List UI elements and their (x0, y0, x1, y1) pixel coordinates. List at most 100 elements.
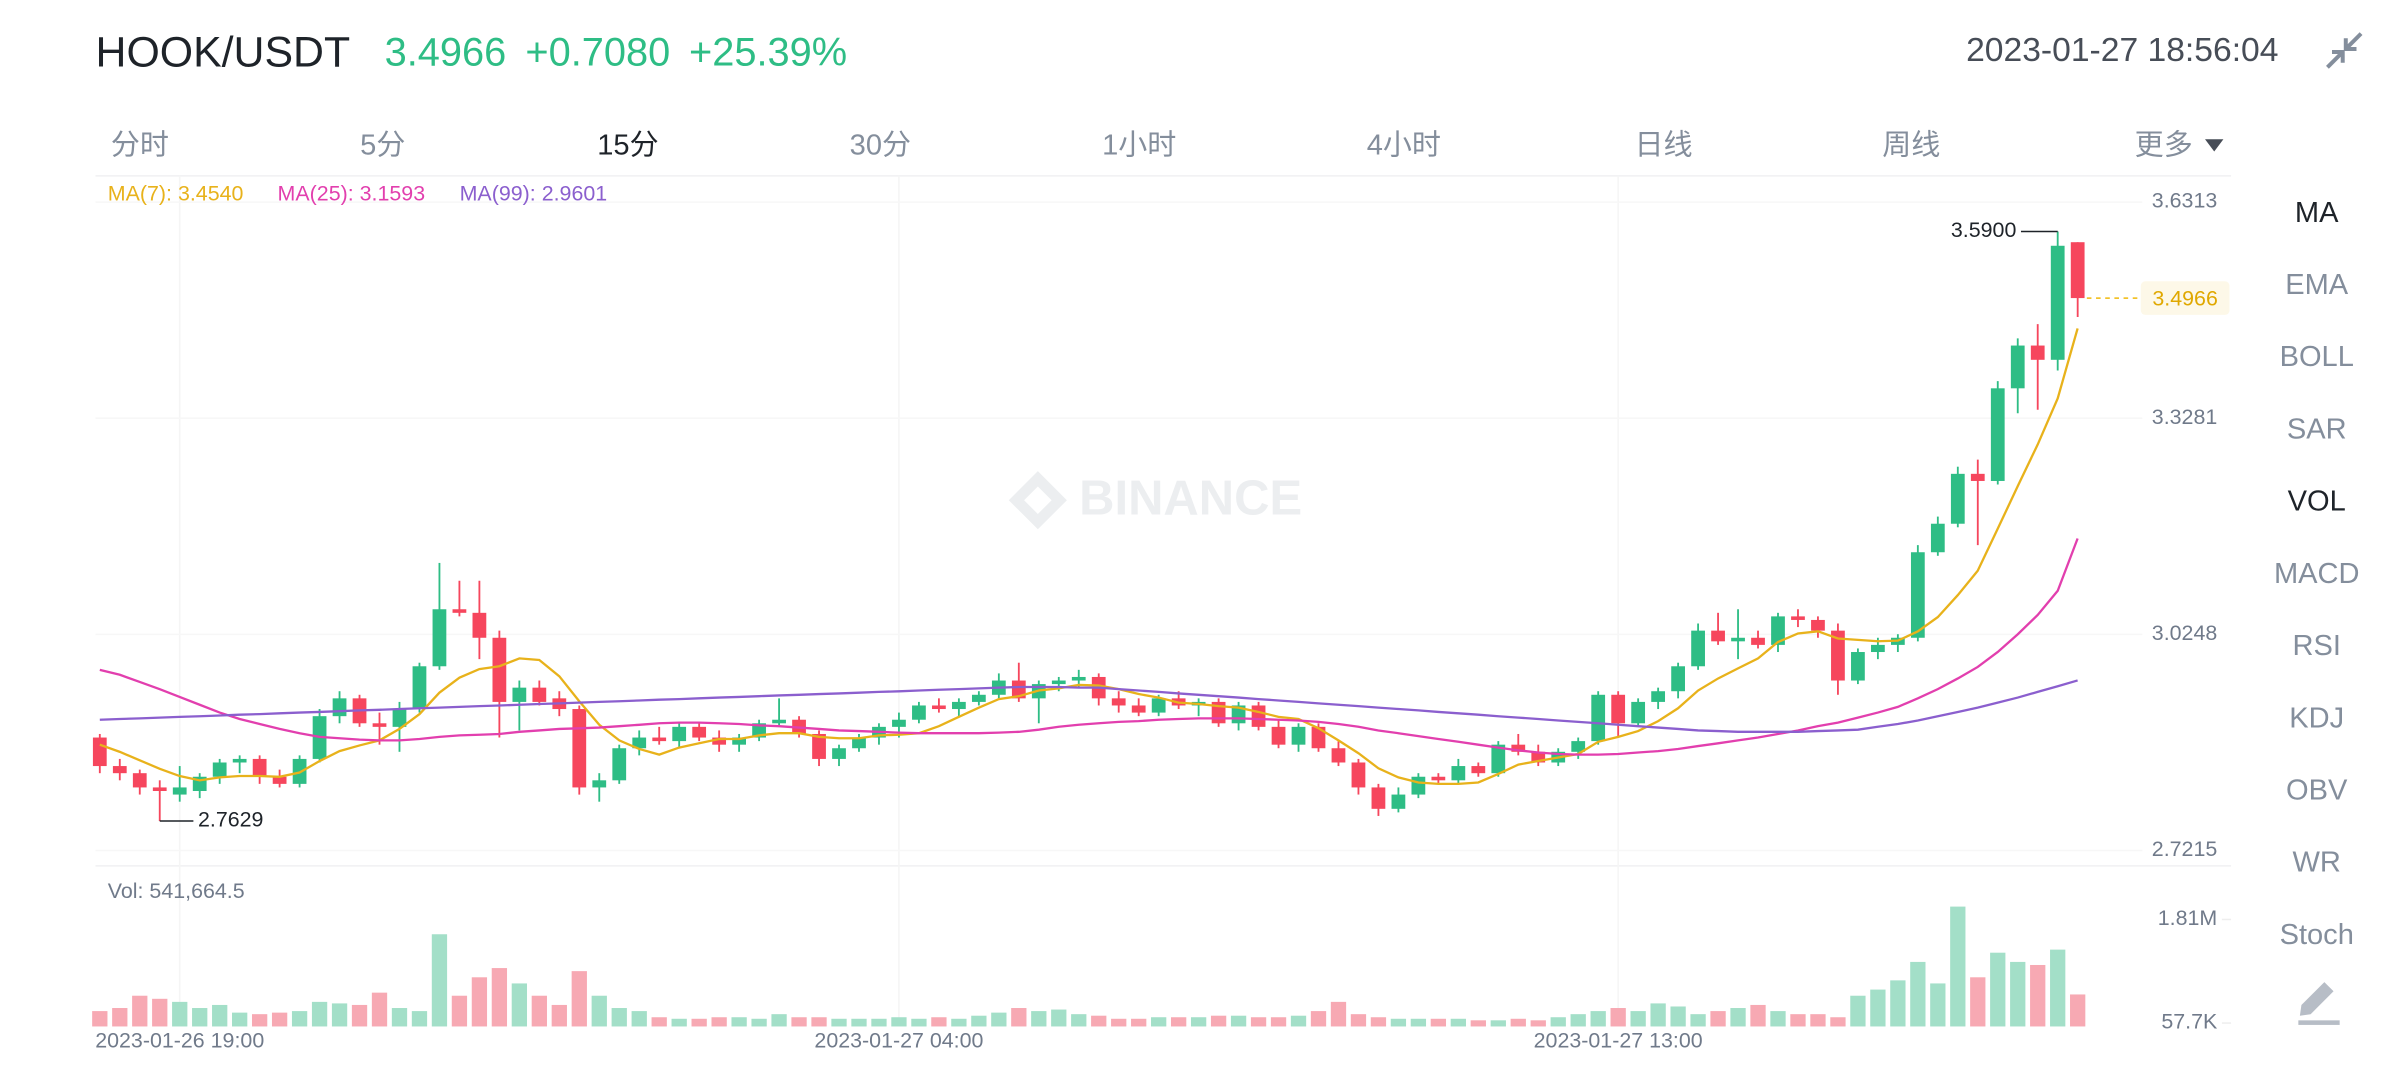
volume-bar (1210, 1015, 1227, 1027)
volume-bar (132, 995, 148, 1027)
candle-body (1071, 676, 1086, 681)
candle-body (951, 701, 966, 710)
indicator-tab[interactable]: KDJ (2289, 702, 2344, 734)
volume-bar (291, 1011, 308, 1027)
candle-body (1831, 630, 1845, 681)
candle-body (652, 737, 667, 742)
candle-body (1950, 473, 1965, 524)
volume-bar (1870, 989, 1886, 1027)
volume-bar (1450, 1018, 1466, 1027)
legend-entry: MA(25): 3.1593 (278, 181, 426, 205)
legend-value: 2.9601 (542, 181, 607, 205)
more-caret[interactable] (2205, 139, 2224, 152)
timeframe-tab[interactable]: 4小时 (1367, 129, 1441, 162)
indicator-tab[interactable]: BOLL (2280, 341, 2354, 373)
volume-bar (1570, 1014, 1586, 1027)
volume-bar (1690, 1014, 1706, 1027)
volume-bar (1670, 1006, 1686, 1027)
watermark: BINANCE (1008, 471, 1302, 530)
candle-body (1151, 698, 1166, 713)
legend-separator: : (166, 181, 178, 205)
volume-bar (1310, 1011, 1327, 1027)
volume-bar (551, 1004, 567, 1027)
datetime: 2023-01-27 18:56:04 (1966, 32, 2278, 69)
volume-bar (451, 995, 468, 1027)
volume-bar (1710, 1011, 1726, 1027)
timeframe-tab[interactable]: 30分 (850, 130, 911, 162)
volume-bar (1530, 1020, 1546, 1027)
symbol: HOOK/USDT (96, 28, 351, 76)
legend-separator: : (348, 181, 360, 205)
indicator-tab[interactable]: WR (2293, 847, 2341, 879)
indicator-tab[interactable]: RSI (2293, 630, 2341, 662)
collapse-icon[interactable] (2326, 32, 2363, 69)
volume-bar (731, 1017, 747, 1027)
high-label: 3.5900 (1951, 218, 2017, 242)
volume-bar (491, 968, 508, 1027)
volume-bar (172, 1001, 188, 1027)
volume-bar (1250, 1017, 1267, 1027)
price-change: +0.7080 (525, 31, 670, 75)
candle-body (2050, 245, 2065, 360)
y-tick-label: 3.0248 (2152, 621, 2217, 645)
volume-bar (1410, 1018, 1427, 1027)
indicator-tab[interactable]: VOL (2288, 486, 2346, 518)
legend-name: MA(99) (460, 181, 530, 205)
volume-bar (2050, 949, 2066, 1027)
legend-name: MA(7) (108, 181, 166, 205)
timeframe-tab[interactable]: 1小时 (1102, 129, 1176, 162)
timeframe-tab[interactable]: 周线 (1882, 129, 1940, 162)
x-tick-label: 2023-01-27 13:00 (1534, 1028, 1703, 1052)
candle-body (252, 758, 267, 777)
volume-bar (931, 1017, 947, 1027)
watermark-text: BINANCE (1079, 472, 1302, 526)
edit-icon[interactable] (2298, 982, 2340, 1025)
indicator-tab[interactable]: EMA (2285, 269, 2349, 301)
timeframe-tab[interactable]: 15分 (597, 130, 658, 162)
candle-body (1271, 726, 1286, 745)
volume-bar (1650, 1003, 1666, 1027)
candle-body (152, 787, 167, 791)
volume-bar (271, 1012, 288, 1027)
timeframe-tab[interactable]: 更多 (2135, 129, 2193, 162)
volume-bar (1111, 1018, 1127, 1027)
volume-bar (791, 1017, 807, 1027)
volume-bar (871, 1018, 887, 1027)
volume-tick-label: 1.81M (2158, 906, 2218, 930)
volume-bar (691, 1018, 707, 1027)
volume-bar (1730, 1008, 1746, 1027)
candle-body (1511, 744, 1526, 752)
volume-bar (1170, 1017, 1187, 1027)
candle-body (452, 609, 467, 613)
volume-bar (431, 934, 448, 1027)
candle-body (472, 612, 487, 638)
volume-bar (311, 1001, 328, 1027)
volume-bar (1370, 1017, 1387, 1027)
candle-body (1251, 705, 1266, 727)
volume-bar (1830, 1017, 1846, 1027)
x-tick-label: 2023-01-27 04:00 (814, 1028, 983, 1052)
volume-bar (1790, 1014, 1806, 1027)
indicator-tab[interactable]: MACD (2274, 558, 2360, 590)
volume-bar (1750, 1004, 1766, 1027)
timeframe-tab[interactable]: 5分 (360, 130, 405, 162)
volume-bar (212, 1004, 228, 1027)
candle-body (1571, 741, 1586, 752)
volume-bar (351, 1004, 368, 1027)
indicator-tab[interactable]: OBV (2286, 774, 2348, 806)
candle-body (572, 709, 587, 788)
volume-bar (92, 1011, 108, 1027)
volume-bar (371, 992, 388, 1027)
candle-body (1131, 705, 1146, 713)
volume-bar (192, 1008, 208, 1027)
moving-average-line (99, 328, 2079, 785)
moving-average-line (99, 538, 2079, 756)
timeframe-tab[interactable]: 日线 (1634, 129, 1692, 162)
volume-bar (1630, 1011, 1646, 1027)
timeframe-tab[interactable]: 分时 (111, 129, 169, 162)
volume-bar (1610, 1008, 1626, 1027)
indicator-tab[interactable]: MA (2295, 197, 2339, 229)
indicator-tab[interactable]: SAR (2287, 413, 2347, 445)
legend-value: 3.1593 (360, 181, 425, 205)
indicator-tab[interactable]: Stoch (2280, 919, 2354, 951)
